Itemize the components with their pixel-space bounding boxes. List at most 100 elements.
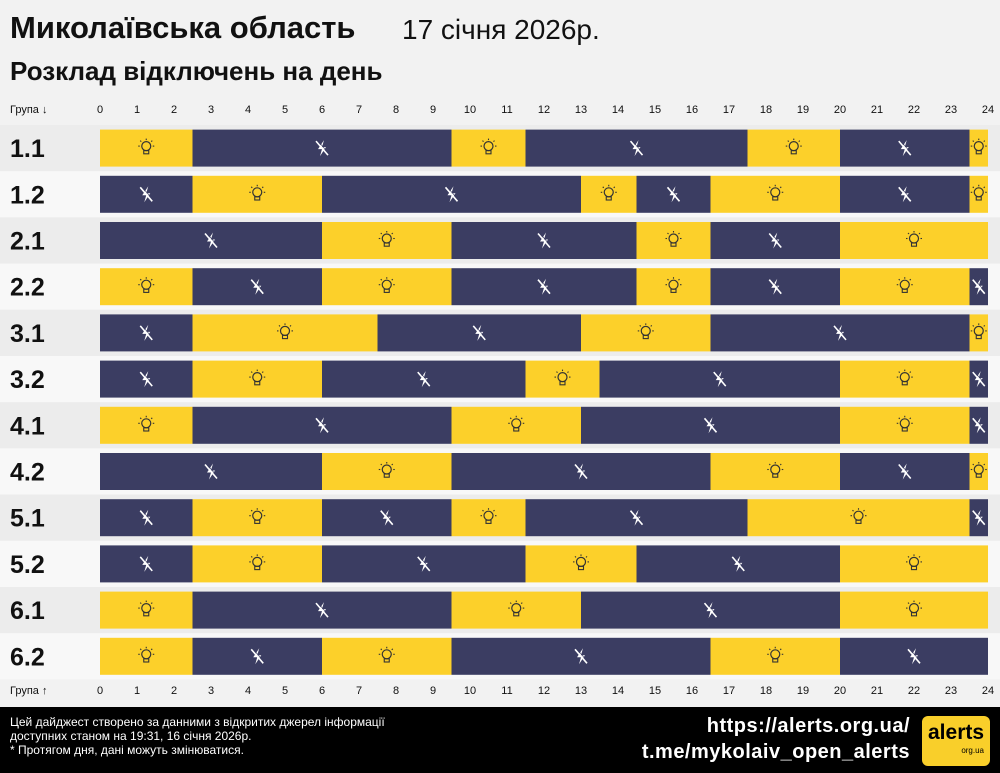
lightbulb-icon [554,369,571,386]
lightbulb-ray [585,556,588,558]
group-label: 2.1 [10,228,45,256]
lightbulb-ray [852,509,854,512]
alerts-logo[interactable]: alerts org.ua [922,716,990,766]
lightbulb-ray [261,371,264,373]
group-row: 3.1 [0,309,1000,356]
lightbulb-icon [665,231,682,247]
logo-sub-text: org.ua [961,746,984,755]
lightbulb-base [772,196,779,201]
power-on-segment [969,175,988,213]
lightbulb-ray [250,509,253,512]
power-off-icon [629,509,644,526]
power-on-segment [100,406,193,444]
x-tick-bottom: 18 [760,685,772,697]
x-tick-top: 16 [686,104,698,116]
lightbulb-icon [508,415,525,432]
x-tick-bottom: 13 [575,685,587,697]
lightbulb-icon [970,323,987,340]
lightbulb-icon [970,184,987,201]
lightbulb-icon [767,646,784,663]
bolt-strike [315,140,329,156]
bolt-strike [574,463,588,480]
lightbulb-ray [639,325,642,327]
lightbulb-ray [678,232,680,235]
bolt-strike-gap [141,186,154,201]
power-off-icon [898,463,913,480]
x-tick-top: 18 [760,104,772,116]
group-label: 5.2 [10,551,45,579]
bolt-strike-gap [205,463,219,478]
bolt-strike-gap [705,417,718,432]
bolt-strike-gap [705,601,718,617]
bolt-strike [139,186,153,202]
lightbulb-ray [139,140,142,142]
power-off-icon [250,648,265,665]
lightbulb-ray [391,648,394,651]
lightbulb-base [910,565,918,571]
site-link[interactable]: https://alerts.org.ua/ [706,715,910,737]
power-on-segment [840,268,970,306]
power-on-segment [322,637,452,675]
x-tick-top: 24 [982,104,994,116]
lightbulb-icon [249,554,266,571]
group-label: 2.2 [10,274,45,302]
lightbulb-ray [520,602,523,604]
lightbulb-ray [779,186,782,189]
lightbulb-base [975,473,982,478]
lightbulb-ray [391,278,394,281]
power-off-icon [537,278,552,295]
group-row: 1.1 [0,125,1000,172]
lightbulb-icon [138,646,155,663]
bolt-strike [139,510,153,526]
x-tick-bottom: 7 [356,685,362,697]
bolt-strike [713,371,727,387]
power-on-segment [100,268,193,306]
lightbulb-icon [138,415,155,432]
telegram-link[interactable]: t.me/mykolaiv_open_alerts [641,741,910,763]
bolt-strike-gap [733,555,746,571]
bolt-strike-gap [381,509,395,524]
lightbulb-icon [138,138,155,155]
group-label-bg [0,217,100,264]
bolt-strike [444,186,459,202]
group-label-bg [0,402,100,449]
lightbulb-ray [139,648,142,651]
group-label: 1.2 [10,181,45,209]
x-tick-top: 10 [464,104,476,116]
bolt-strike [250,648,264,664]
bolt-strike [972,279,986,295]
group-label-bg [0,633,100,680]
power-on-segment [192,175,322,213]
footer-note-line2: доступних станом на 19:31, 16 січня 2026… [10,729,252,743]
group-label: 1.1 [10,135,45,163]
power-off-icon [417,555,432,572]
x-tick-top: 14 [612,104,624,116]
group-label: 6.2 [10,643,45,671]
power-on-segment [840,591,988,629]
group-label-bg [0,171,100,218]
x-tick-top: 20 [834,104,846,116]
bolt-strike [907,648,921,664]
lightbulb-base [143,150,150,155]
lightbulb-icon [970,462,987,478]
x-tick-top: 11 [501,104,512,116]
bolt-strike [139,556,153,572]
lightbulb-icon [767,462,784,478]
lightbulb-ray [250,556,253,558]
lightbulb-base [642,334,649,340]
lightbulb-ray [898,278,901,281]
bolt-strike [731,556,745,572]
lightbulb-ray [139,602,142,604]
bolt-strike-gap [899,139,913,155]
power-off-icon [833,324,848,341]
lightbulb-base [254,565,261,571]
power-on-segment [525,545,637,583]
group-label: 5.1 [10,505,45,533]
x-tick-bottom: 14 [612,685,624,697]
x-tick-bottom: 17 [723,685,735,697]
x-tick-bottom: 8 [393,685,399,697]
lightbulb-ray [520,417,523,420]
x-tick-top: 19 [797,104,809,116]
power-on-segment [322,453,452,490]
power-on-segment [840,406,970,444]
